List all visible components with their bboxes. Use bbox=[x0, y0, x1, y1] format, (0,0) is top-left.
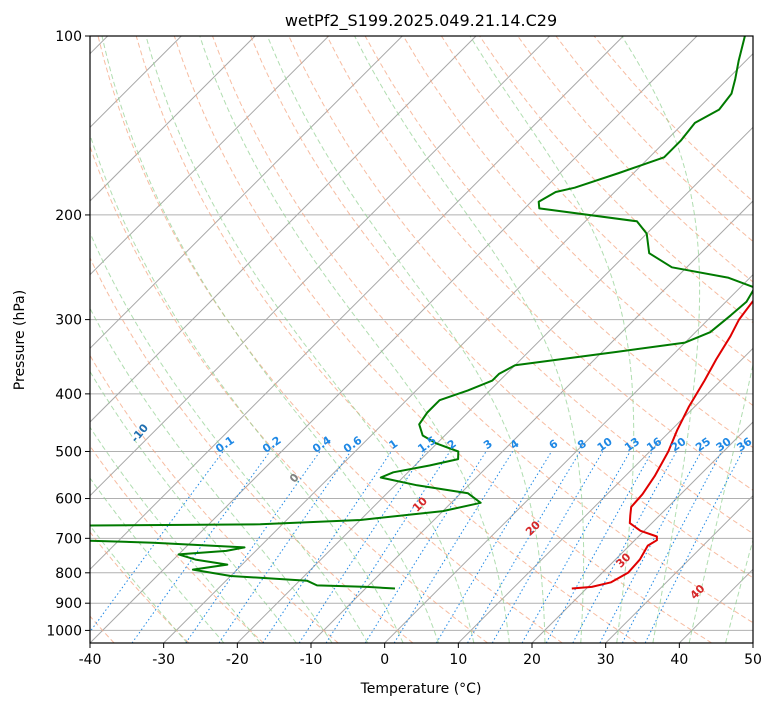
chart-series-layer bbox=[90, 36, 753, 590]
moist-adiabat-line bbox=[101, 36, 439, 643]
isotherm-line bbox=[236, 126, 753, 643]
moist-adiabat-line bbox=[725, 538, 753, 643]
x-axis-title: Temperature (°C) bbox=[360, 681, 482, 697]
chart-grid-layer bbox=[90, 36, 753, 643]
isotherm-line bbox=[531, 421, 753, 643]
y-tick-label: 500 bbox=[55, 444, 82, 460]
mixing-ratio-line bbox=[131, 451, 271, 643]
mixing-ratio-line bbox=[572, 451, 677, 643]
dry-adiabat-line bbox=[90, 531, 190, 643]
isotherm-line bbox=[90, 36, 330, 276]
dewpoint-profile-line bbox=[90, 36, 753, 590]
x-tick-label: 0 bbox=[380, 652, 389, 668]
x-tick-label: 20 bbox=[523, 652, 541, 668]
isotherm-line bbox=[384, 273, 753, 643]
isotherm-line bbox=[90, 36, 256, 202]
x-tick-label: -40 bbox=[79, 652, 102, 668]
dry-adiabat-line bbox=[326, 36, 753, 491]
mixing-ratio-line bbox=[185, 451, 321, 643]
y-tick-label: 400 bbox=[55, 387, 82, 403]
moist-adiabat-line bbox=[90, 231, 369, 643]
y-tick-label: 200 bbox=[55, 208, 82, 224]
isotherm-line bbox=[90, 36, 551, 497]
dry-adiabat-line bbox=[90, 354, 339, 643]
plot-frame bbox=[89, 35, 754, 644]
moist-adiabat-line bbox=[90, 133, 404, 643]
isotherm-line bbox=[90, 36, 477, 423]
moist-adiabat-line bbox=[145, 36, 475, 643]
mixing-ratio-line bbox=[298, 451, 426, 643]
y-tick-label: 100 bbox=[55, 29, 82, 45]
dry-adiabat-line bbox=[402, 36, 753, 407]
dry-adiabat-line bbox=[517, 36, 753, 283]
y-axis-title: Pressure (hPa) bbox=[12, 290, 28, 390]
x-tick-label: 30 bbox=[597, 652, 615, 668]
moist-adiabat-line bbox=[199, 36, 510, 643]
isotherm-line bbox=[605, 494, 753, 643]
y-tick-label: 600 bbox=[55, 492, 82, 508]
moist-adiabat-line bbox=[266, 36, 546, 643]
y-tick-label: 900 bbox=[55, 596, 82, 612]
dry-adiabat-line bbox=[90, 445, 264, 643]
moist-adiabat-line bbox=[90, 426, 261, 643]
mixing-ratio-line bbox=[90, 451, 224, 633]
mixing-ratio-line bbox=[325, 451, 451, 643]
mixing-ratio-line bbox=[435, 451, 552, 643]
x-axis: -40 -30 -20 -10 0 10 20 30 40 50 bbox=[79, 643, 762, 668]
y-tick-label: 700 bbox=[55, 531, 82, 547]
x-tick-label: 50 bbox=[744, 652, 762, 668]
x-tick-label: -10 bbox=[300, 652, 323, 668]
moist-adiabat-line bbox=[90, 370, 297, 643]
chart-title: wetPf2_S199.2025.049.21.14.C29 bbox=[285, 11, 557, 31]
moist-adiabat-line bbox=[90, 477, 225, 643]
mixing-ratio-line bbox=[364, 451, 487, 643]
dry-adiabat-line bbox=[135, 36, 638, 643]
moist-adiabat-line bbox=[354, 36, 585, 643]
moist-adiabat-line bbox=[688, 362, 753, 643]
isotherm-line bbox=[457, 347, 753, 643]
dry-adiabat-line bbox=[90, 256, 414, 643]
temperature-profile-line bbox=[571, 299, 753, 590]
moist-adiabat-line bbox=[621, 36, 701, 643]
isotherm-line bbox=[163, 52, 753, 643]
dry-adiabat-line bbox=[173, 36, 712, 643]
moist-adiabat-line bbox=[469, 36, 635, 643]
x-tick-label: 40 bbox=[670, 652, 688, 668]
isotherm-line bbox=[90, 36, 403, 350]
mixing-ratio-line bbox=[599, 451, 702, 643]
x-tick-label: -30 bbox=[152, 652, 175, 668]
mixing-ratio-line bbox=[262, 451, 392, 643]
dry-adiabat-line bbox=[212, 36, 753, 624]
dry-adiabat-line bbox=[90, 145, 488, 643]
mixing-ratio-label: 36 bbox=[734, 435, 754, 455]
moist-adiabat-line bbox=[90, 307, 333, 643]
isotherm-line bbox=[90, 36, 698, 643]
x-tick-label: 10 bbox=[449, 652, 467, 668]
dry-adiabat-line bbox=[440, 36, 753, 365]
x-tick-label: -20 bbox=[226, 652, 249, 668]
y-tick-label: 1000 bbox=[46, 623, 82, 639]
y-axis: 100 200 300 400 500 600 700 800 900 1000 bbox=[46, 29, 90, 639]
dry-adiabat-line bbox=[97, 36, 563, 643]
mixing-ratio-line bbox=[545, 451, 653, 643]
mixing-ratio-line bbox=[218, 451, 352, 643]
dry-adiabat-line bbox=[250, 36, 753, 579]
y-tick-label: 300 bbox=[55, 313, 82, 329]
y-tick-label: 800 bbox=[55, 566, 82, 582]
